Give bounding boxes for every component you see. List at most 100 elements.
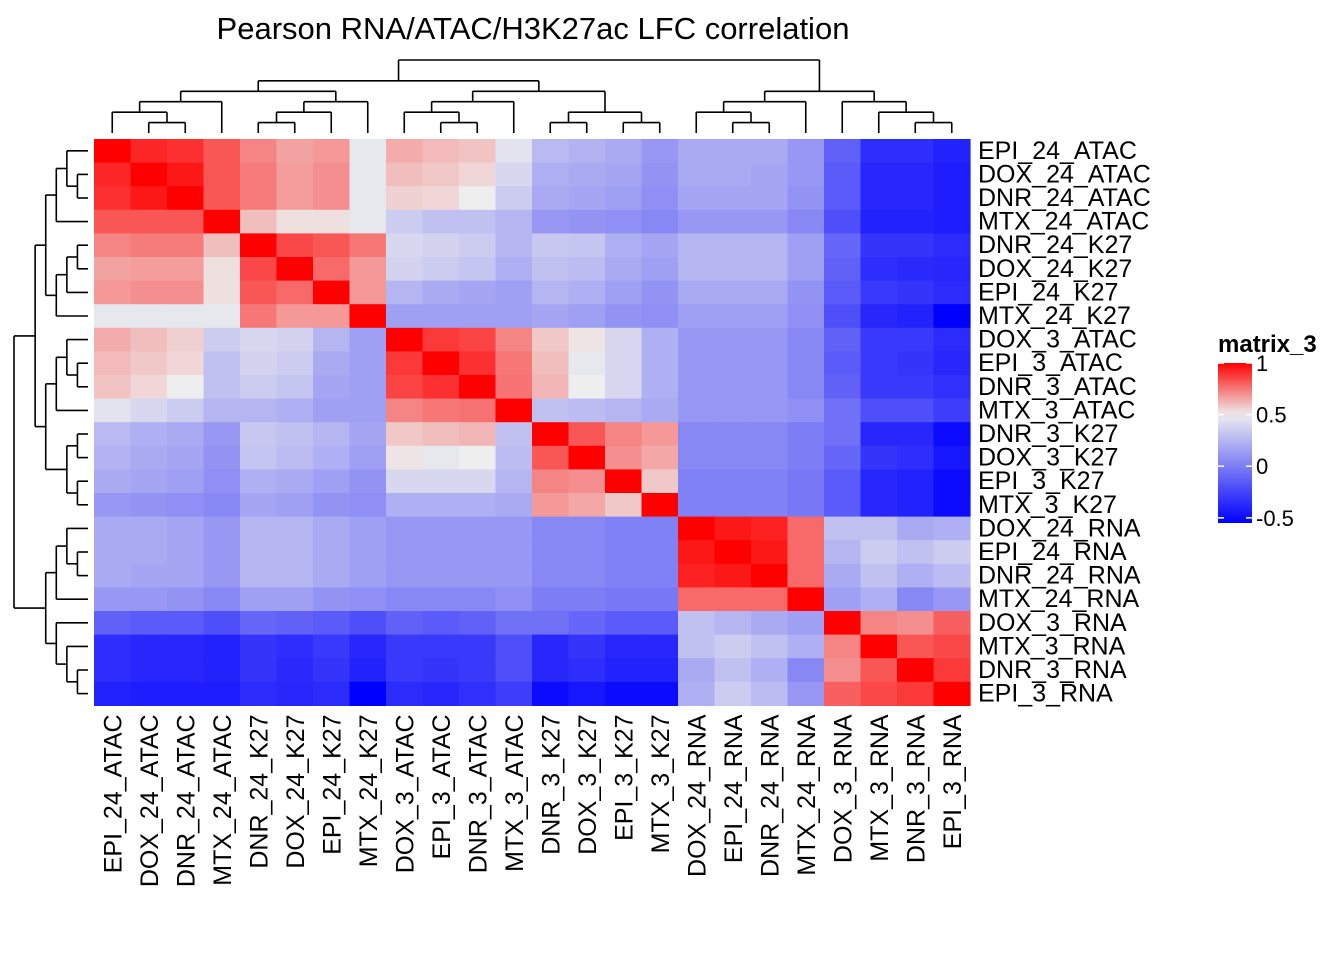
heatmap-cell [678,681,716,706]
heatmap-cell [386,516,424,541]
heatmap-cell [933,587,971,612]
heatmap-cell [459,398,497,423]
heatmap-cell [203,469,241,494]
heatmap-cell [933,257,971,282]
heatmap-cell [568,611,606,636]
heatmap-cell [495,186,533,211]
heatmap-cell [641,351,679,376]
heatmap-cell [933,540,971,565]
heatmap-cell [532,162,570,187]
heatmap-cell [714,516,752,541]
heatmap-cell [678,375,716,400]
heatmap-cell [860,304,898,329]
row-label: MTX_24_K27 [978,302,1131,330]
column-label: DNR_3_ATAC [464,714,492,873]
heatmap-cell [568,162,606,187]
heatmap-cell [130,563,168,588]
heatmap-cell [532,422,570,447]
row-label: DOX_24_K27 [978,255,1132,283]
heatmap-cell [568,304,606,329]
heatmap-cell [313,422,351,447]
heatmap-cell [678,493,716,518]
heatmap-cell [386,611,424,636]
heatmap-cell [897,540,935,565]
heatmap-cell [459,162,497,187]
heatmap-cell [130,658,168,683]
heatmap-cell [933,398,971,423]
heatmap-cell [824,351,862,376]
heatmap-cell [787,540,825,565]
heatmap-cell [641,375,679,400]
heatmap-cell [203,280,241,305]
heatmap-cell [349,162,387,187]
heatmap-cell [568,493,606,518]
heatmap-cell [459,209,497,234]
heatmap-cell [532,398,570,423]
heatmap-cell [349,681,387,706]
heatmap-cell [933,162,971,187]
heatmap-cell [678,516,716,541]
heatmap-cell [605,516,643,541]
heatmap-cell [897,422,935,447]
heatmap-cell [276,587,314,612]
heatmap-cell [495,257,533,282]
heatmap-cell [751,445,789,470]
heatmap-cell [167,422,205,447]
heatmap-cell [495,139,533,164]
heatmap-cell [459,634,497,659]
heatmap-cell [130,233,168,258]
heatmap-cell [94,493,132,518]
heatmap-cell [94,304,132,329]
heatmap-cell [751,233,789,258]
heatmap-cell [386,351,424,376]
heatmap-cell [203,681,241,706]
heatmap-cell [897,611,935,636]
heatmap-cell [897,280,935,305]
heatmap-cell [130,493,168,518]
heatmap-cell [824,186,862,211]
heatmap-cell [605,398,643,423]
heatmap-cell [313,304,351,329]
heatmap-cell [568,209,606,234]
heatmap-cell [167,563,205,588]
heatmap-cell [824,162,862,187]
heatmap-cell [349,469,387,494]
heatmap-cell [167,233,205,258]
heatmap-cell [495,634,533,659]
heatmap-cell [313,162,351,187]
heatmap-cell [532,611,570,636]
heatmap-cell [130,398,168,423]
heatmap-cell [240,445,278,470]
heatmap-cell [568,681,606,706]
column-label: DOX_3_RNA [829,714,857,863]
heatmap-cell [824,139,862,164]
heatmap-cell [678,658,716,683]
heatmap-cell [860,422,898,447]
heatmap-cell [605,257,643,282]
heatmap-cell [386,233,424,258]
heatmap-cell [751,422,789,447]
heatmap-cell [203,516,241,541]
heatmap-cell [714,540,752,565]
heatmap-cell [751,186,789,211]
heatmap-cell [459,233,497,258]
row-label: EPI_24_ATAC [978,137,1137,165]
heatmap-cell [203,398,241,423]
heatmap-cell [203,233,241,258]
heatmap-cell [787,139,825,164]
heatmap-cell [605,681,643,706]
heatmap-cell [897,634,935,659]
legend-tick-label: 0.5 [1256,403,1287,428]
heatmap-cell [787,304,825,329]
row-label: MTX_24_RNA [978,585,1139,613]
legend-title: matrix_3 [1218,331,1317,358]
heatmap-cell [313,540,351,565]
heatmap-cell [787,493,825,518]
heatmap-cell [605,587,643,612]
row-label: EPI_3_RNA [978,680,1113,708]
heatmap-cell [933,280,971,305]
heatmap-cell [349,186,387,211]
heatmap-cell [167,375,205,400]
heatmap-cell [714,398,752,423]
row-labels: EPI_24_ATACDOX_24_ATACDNR_24_ATACMTX_24_… [978,137,1151,708]
